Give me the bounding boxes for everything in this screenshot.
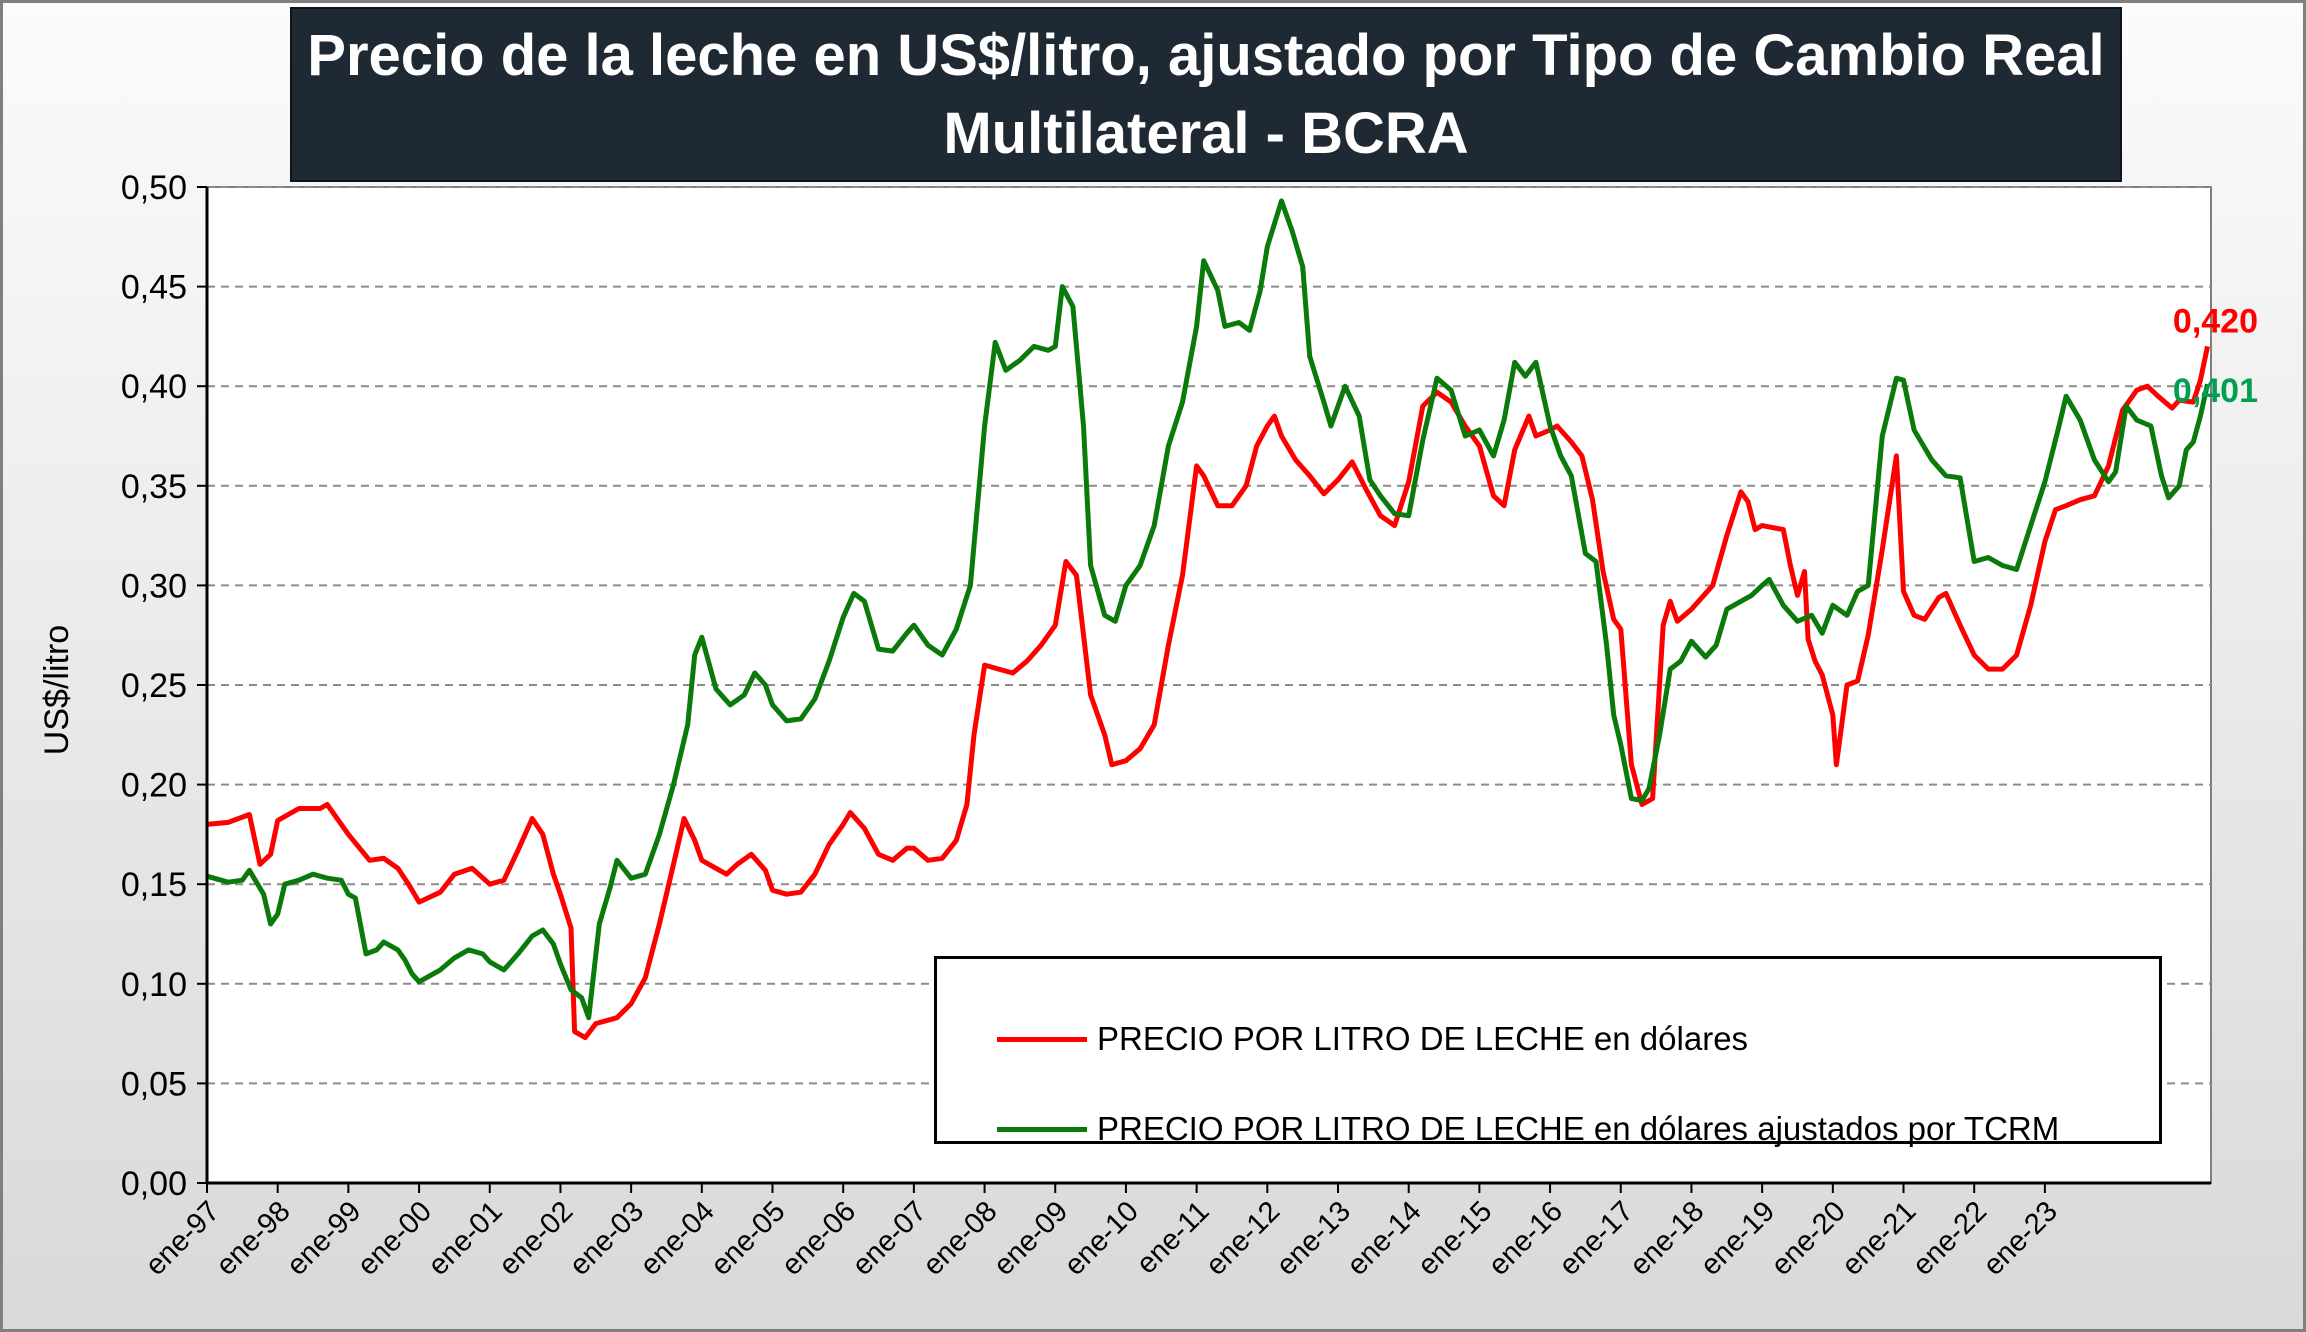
- end-labels: 0,420 0,401: [2173, 302, 2258, 410]
- y-tick-label: 0,20: [121, 767, 187, 805]
- x-tick-label: ene-02: [493, 1195, 579, 1281]
- y-tick-label: 0,35: [121, 468, 187, 506]
- x-tick-label: ene-98: [210, 1195, 296, 1281]
- x-tick-labels: ene-97ene-98ene-99ene-00ene-01ene-02ene-…: [139, 1183, 2064, 1282]
- x-tick-label: ene-22: [1907, 1195, 1993, 1281]
- x-tick-label: ene-14: [1341, 1195, 1427, 1281]
- x-tick-label: ene-19: [1695, 1195, 1781, 1281]
- y-tick-label: 0,40: [121, 368, 187, 406]
- legend-item-red: PRECIO POR LITRO DE LECHE en dólares: [997, 1009, 1748, 1069]
- x-tick-label: ene-07: [846, 1195, 932, 1281]
- y-tick-label: 0,05: [121, 1065, 187, 1103]
- x-tick-label: ene-13: [1270, 1195, 1356, 1281]
- y-tick-label: 0,15: [121, 866, 187, 904]
- legend-swatch-green: [997, 1126, 1087, 1132]
- x-tick-label: ene-10: [1058, 1195, 1144, 1281]
- x-tick-label: ene-17: [1553, 1195, 1639, 1281]
- chart-title-line-1: Precio de la leche en US$/litro, ajustad…: [307, 22, 2105, 88]
- x-tick-label: ene-99: [281, 1195, 367, 1281]
- x-tick-label: ene-04: [634, 1195, 720, 1281]
- x-tick-label: ene-05: [705, 1195, 791, 1281]
- x-tick-label: ene-03: [564, 1195, 650, 1281]
- chart-title-line-2: Multilateral - BCRA: [943, 100, 1469, 166]
- x-tick-label: ene-08: [917, 1195, 1003, 1281]
- end-value-label-red: 0,420: [2173, 302, 2258, 340]
- y-tick-label: 0,50: [121, 169, 187, 207]
- y-tick-label: 0,00: [121, 1165, 187, 1203]
- legend-swatch-red: [997, 1036, 1087, 1042]
- y-tick-label: 0,10: [121, 966, 187, 1004]
- y-tick-labels: 0,00 0,05 0,10 0,15 0,20 0,25 0,30 0,35 0,40 0,45…: [121, 169, 187, 1203]
- axes: [205, 187, 2211, 1185]
- legend-item-green: PRECIO POR LITRO DE LECHE en dólares aju…: [997, 1099, 2059, 1159]
- chart-title: Precio de la leche en US$/litro, ajustad…: [290, 7, 2122, 182]
- x-tick-label: ene-18: [1624, 1195, 1710, 1281]
- x-tick-label: ene-20: [1765, 1195, 1851, 1281]
- end-value-label-green: 0,401: [2173, 372, 2258, 410]
- y-tick-label: 0,25: [121, 667, 187, 705]
- x-tick-label: ene-16: [1483, 1195, 1569, 1281]
- x-tick-label: ene-09: [988, 1195, 1074, 1281]
- legend: PRECIO POR LITRO DE LECHE en dólares PRE…: [934, 956, 2162, 1147]
- x-tick-label: ene-00: [352, 1195, 438, 1281]
- y-tick-label: 0,45: [121, 269, 187, 307]
- x-tick-label: ene-12: [1200, 1195, 1286, 1281]
- x-tick-label: ene-06: [776, 1195, 862, 1281]
- legend-label-green: PRECIO POR LITRO DE LECHE en dólares aju…: [1097, 1110, 2060, 1147]
- x-tick-label: ene-23: [1977, 1195, 2063, 1281]
- x-tick-label: ene-15: [1412, 1195, 1498, 1281]
- x-tick-label: ene-97: [139, 1195, 225, 1281]
- y-tick-label: 0,30: [121, 567, 187, 605]
- x-tick-label: ene-11: [1131, 1195, 1216, 1280]
- x-tick-label: ene-21: [1836, 1195, 1922, 1281]
- series-line-green: [206, 198, 2210, 1021]
- y-axis-label: US$/litro: [38, 625, 76, 755]
- series-line-red: [206, 345, 2210, 1041]
- legend-label-red: PRECIO POR LITRO DE LECHE en dólares: [1097, 1020, 1749, 1057]
- x-tick-label: ene-01: [422, 1195, 508, 1281]
- series-lines: [206, 198, 2210, 1041]
